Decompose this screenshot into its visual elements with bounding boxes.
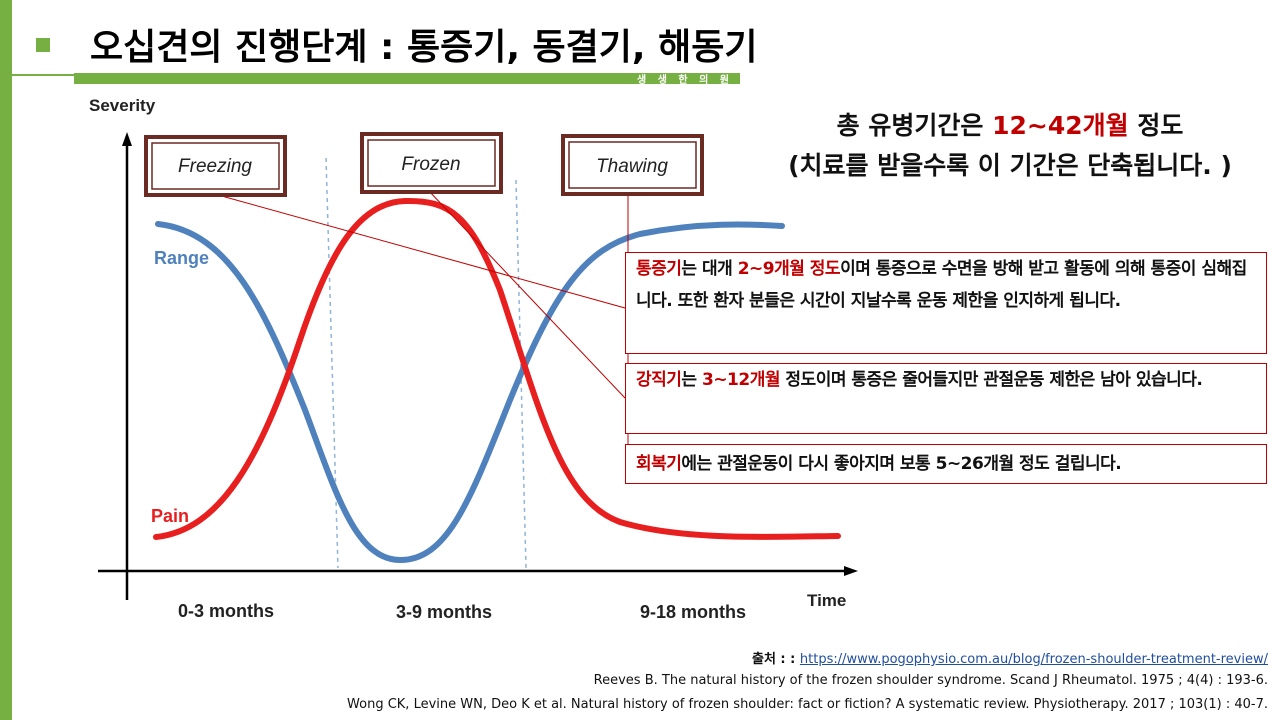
callout-pain-phase: 통증기는 대개 2~9개월 정도이며 통증으로 수면을 방해 받고 활동에 의해…	[625, 252, 1267, 354]
period-label-0: 0-3 months	[178, 601, 274, 621]
phase-label-freezing: Freezing	[178, 156, 252, 177]
callout-term: 강직기	[636, 370, 682, 390]
accent-side-bar	[0, 0, 12, 720]
source-link[interactable]: https://www.pogophysio.com.au/blog/froze…	[799, 652, 1268, 667]
headline-text: 총 유병기간은	[836, 111, 993, 140]
headline-line-1: 총 유병기간은 12~42개월 정도	[760, 106, 1260, 146]
reference-1: Reeves B. The natural history of the fro…	[593, 673, 1268, 688]
callout-duration: 2~9개월 정도	[737, 259, 841, 279]
callout-term: 통증기	[636, 259, 682, 279]
callout-text: 는 대개	[681, 259, 738, 279]
page-title: 오십견의 진행단계 : 통증기, 동결기, 해동기	[90, 27, 758, 68]
source-label: 출처 : :	[751, 652, 800, 667]
phase-frame-frozen: Frozen	[360, 132, 503, 194]
range-curve-label: Range	[154, 248, 209, 268]
period-label-1: 3-9 months	[396, 602, 492, 622]
phase-frame-freezing: Freezing	[144, 135, 287, 197]
leader-line-frozen	[427, 189, 626, 399]
x-axis-label: Time	[807, 591, 846, 610]
callout-text-rest: 정도이며 통증은 줄어들지만 관절운동 제한은 남아 있습니다.	[780, 370, 1203, 390]
y-axis-label: Severity	[89, 96, 156, 115]
source-reference: 출처 : : https://www.pogophysio.com.au/blo…	[752, 648, 1268, 667]
headline-highlight: 12~42개월	[992, 111, 1129, 140]
reference-2: Wong CK, Levine WN, Deo K et al. Natural…	[347, 697, 1268, 712]
callout-stiff-phase: 강직기는 3~12개월 정도이며 통증은 줄어들지만 관절운동 제한은 남아 있…	[625, 363, 1267, 434]
headline-line-2: (치료를 받을수록 이 기간은 단축됩니다. )	[788, 151, 1232, 180]
callout-text: 는	[681, 370, 702, 390]
phase-label-frozen: Frozen	[401, 154, 460, 175]
leader-line-freezing	[217, 194, 626, 309]
period-label-2: 9-18 months	[640, 602, 746, 622]
callout-recovery-phase: 회복기에는 관절운동이 다시 좋아지며 보통 5~26개월 정도 걸립니다.	[625, 444, 1267, 484]
title-bullet	[36, 38, 50, 52]
phase-frame-thawing: Thawing	[561, 134, 704, 196]
title-underline	[74, 73, 740, 84]
callout-term: 회복기	[636, 454, 682, 474]
callout-text-rest: 에는 관절운동이 다시 좋아지며 보통 5~26개월 정도 걸립니다.	[681, 454, 1122, 474]
callout-duration: 3~12개월	[701, 370, 781, 390]
phase-label-thawing: Thawing	[596, 156, 668, 177]
total-duration-headline: 총 유병기간은 12~42개월 정도 (치료를 받을수록 이 기간은 단축됩니다…	[760, 106, 1260, 186]
title-underline-thin	[12, 74, 74, 76]
y-axis-arrow	[122, 132, 132, 146]
headline-text-end: 정도	[1128, 111, 1184, 140]
brand-label: 생 생 한 의 원	[637, 75, 733, 86]
callout-text-rest: 이며 통증으로 수면을 방해 받고 활동에 의해 통증이 심해집니다. 또한 환…	[636, 259, 1247, 311]
x-axis-arrow	[844, 566, 858, 576]
range-curve	[155, 221, 785, 564]
phase-divider-1	[325, 157, 339, 569]
pain-curve	[153, 197, 841, 540]
pain-curve-label: Pain	[151, 506, 189, 526]
